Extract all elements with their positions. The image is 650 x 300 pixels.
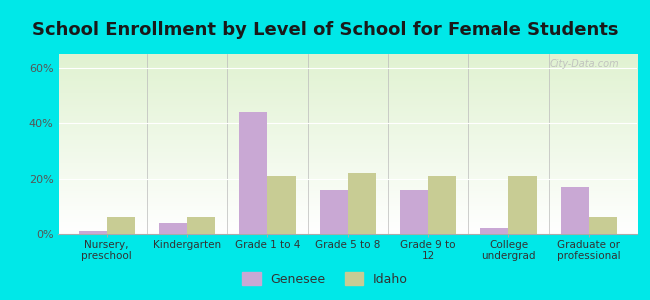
Bar bbox=[561, 187, 589, 234]
Bar bbox=[320, 190, 348, 234]
Text: City-Data.com: City-Data.com bbox=[550, 59, 619, 69]
Bar bbox=[589, 218, 617, 234]
Bar bbox=[400, 190, 428, 234]
Bar bbox=[480, 229, 508, 234]
Legend: Genesee, Idaho: Genesee, Idaho bbox=[237, 267, 413, 291]
Bar bbox=[267, 176, 296, 234]
Bar bbox=[159, 223, 187, 234]
Bar bbox=[79, 231, 107, 234]
Bar bbox=[348, 173, 376, 234]
Bar bbox=[187, 218, 215, 234]
Bar bbox=[508, 176, 536, 234]
Text: School Enrollment by Level of School for Female Students: School Enrollment by Level of School for… bbox=[32, 21, 618, 39]
Bar bbox=[107, 218, 135, 234]
Bar bbox=[239, 112, 267, 234]
Bar bbox=[428, 176, 456, 234]
